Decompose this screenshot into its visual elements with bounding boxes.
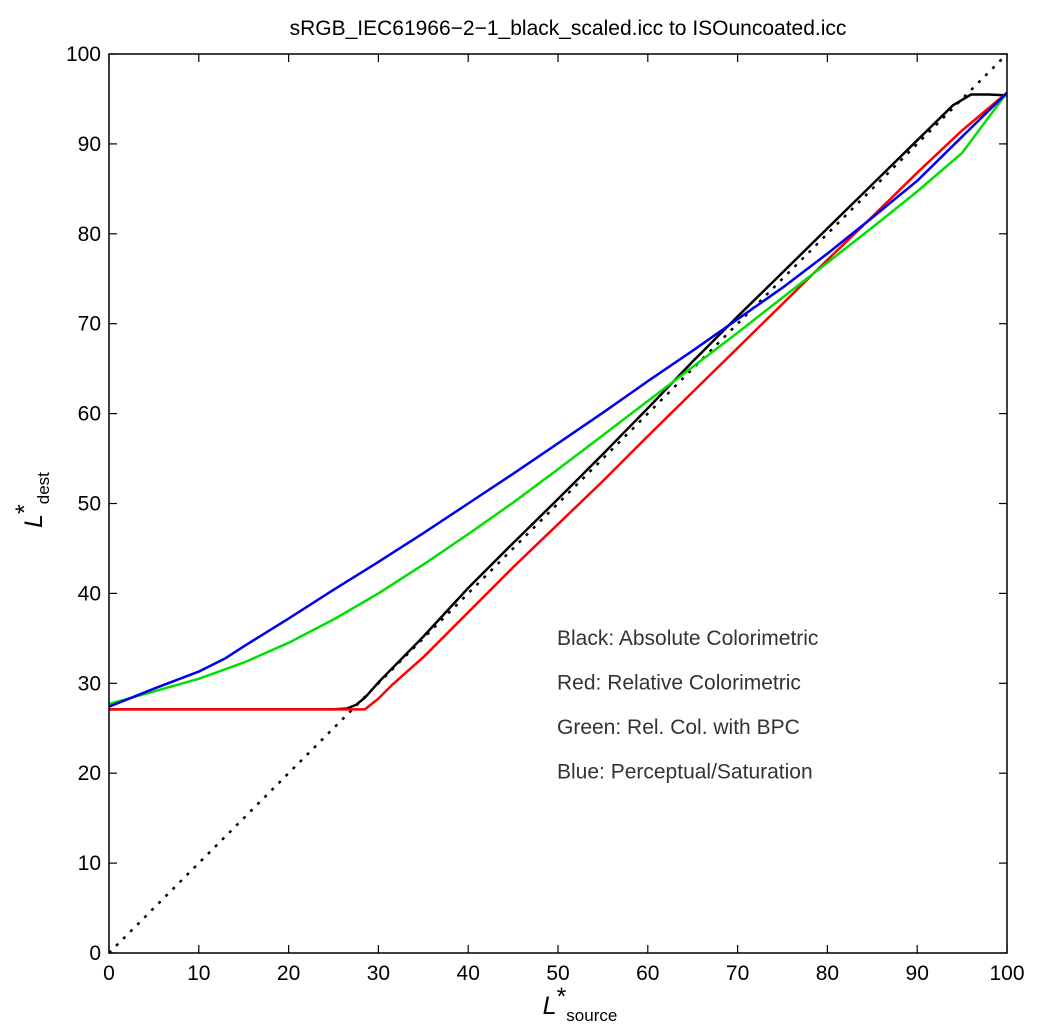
y-tick-label: 90 — [78, 133, 101, 156]
x-tick-label: 60 — [636, 962, 659, 985]
rel-col-bpc-line — [108, 91, 1009, 706]
x-tick-label: 30 — [367, 962, 390, 985]
legend-annotation: Blue: Perceptual/Saturation — [557, 761, 813, 784]
x-axis-label-sub: source — [566, 1006, 617, 1025]
x-axis-label-main: L — [543, 992, 557, 1020]
chart-title: sRGB_IEC61966−2−1_black_scaled.icc to IS… — [290, 17, 847, 40]
y-axis-label-main: L — [20, 514, 48, 528]
absolute-colorimetric-line — [109, 93, 1008, 711]
x-tick-label: 10 — [187, 962, 210, 985]
y-tick-label: 50 — [78, 493, 101, 516]
x-tick-label: 20 — [277, 962, 300, 985]
y-axis-label-star: * — [11, 504, 39, 514]
x-axis-label: L*source — [543, 983, 618, 1025]
x-tick-label: 70 — [726, 962, 749, 985]
perceptual-saturation-line — [108, 91, 1008, 708]
y-tick-label: 0 — [89, 942, 101, 965]
y-tick-label: 70 — [78, 313, 101, 336]
y-tick-label: 100 — [66, 43, 101, 66]
x-tick-labels: 0 10 20 30 40 50 60 70 80 90 100 — [103, 962, 1024, 985]
legend-annotation: Red: Relative Colorimetric — [557, 672, 801, 695]
x-tick-label: 100 — [989, 962, 1024, 985]
y-axis-label-sub: dest — [34, 472, 53, 504]
plot-area — [108, 53, 1009, 954]
y-tick-label: 20 — [78, 762, 101, 785]
x-tick-label: 40 — [457, 962, 480, 985]
x-tick-label: 50 — [546, 962, 569, 985]
y-tick-label: 80 — [78, 223, 101, 246]
y-tick-label: 60 — [78, 403, 101, 426]
y-tick-label: 40 — [78, 582, 101, 605]
y-tick-label: 30 — [78, 672, 101, 695]
x-tick-label: 90 — [906, 962, 929, 985]
axis-ticks — [108, 53, 1008, 954]
identity-reference-line — [108, 53, 1008, 954]
x-tick-label: 0 — [103, 962, 115, 985]
y-tick-labels: 0 10 20 30 40 50 60 70 80 90 100 — [66, 43, 101, 965]
legend-annotations: Black: Absolute Colorimetric Red: Relativ… — [557, 627, 818, 784]
y-tick-label: 10 — [78, 852, 101, 875]
legend-annotation: Black: Absolute Colorimetric — [557, 627, 818, 650]
legend-annotation: Green: Rel. Col. with BPC — [557, 716, 800, 739]
x-axis-label-star: * — [557, 983, 567, 1011]
x-tick-label: 80 — [816, 962, 839, 985]
y-axis-label: L*dest — [11, 472, 53, 528]
